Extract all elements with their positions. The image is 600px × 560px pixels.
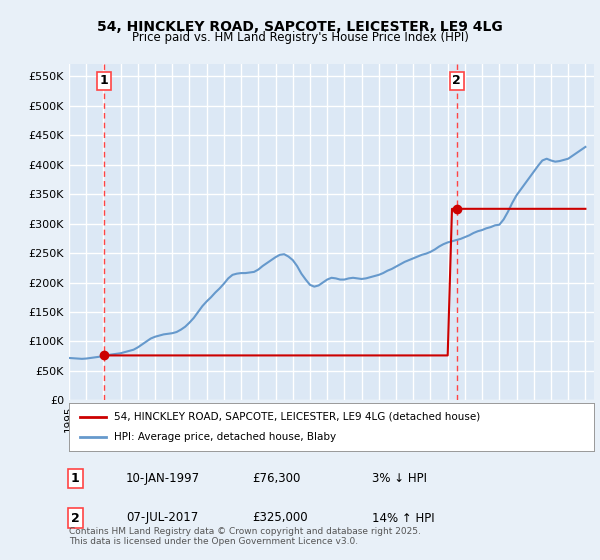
Text: 10-JAN-1997: 10-JAN-1997 bbox=[126, 472, 200, 486]
Text: 3% ↓ HPI: 3% ↓ HPI bbox=[372, 472, 427, 486]
Text: 1: 1 bbox=[100, 74, 109, 87]
Text: 2: 2 bbox=[71, 511, 79, 525]
Text: 54, HINCKLEY ROAD, SAPCOTE, LEICESTER, LE9 4LG: 54, HINCKLEY ROAD, SAPCOTE, LEICESTER, L… bbox=[97, 20, 503, 34]
Text: 2: 2 bbox=[452, 74, 461, 87]
Text: Contains HM Land Registry data © Crown copyright and database right 2025.
This d: Contains HM Land Registry data © Crown c… bbox=[69, 526, 421, 546]
Text: Price paid vs. HM Land Registry's House Price Index (HPI): Price paid vs. HM Land Registry's House … bbox=[131, 31, 469, 44]
Text: £76,300: £76,300 bbox=[252, 472, 301, 486]
Text: 1: 1 bbox=[71, 472, 79, 486]
Text: 14% ↑ HPI: 14% ↑ HPI bbox=[372, 511, 434, 525]
Text: £325,000: £325,000 bbox=[252, 511, 308, 525]
Text: 54, HINCKLEY ROAD, SAPCOTE, LEICESTER, LE9 4LG (detached house): 54, HINCKLEY ROAD, SAPCOTE, LEICESTER, L… bbox=[113, 412, 480, 422]
Text: 07-JUL-2017: 07-JUL-2017 bbox=[126, 511, 198, 525]
Text: HPI: Average price, detached house, Blaby: HPI: Average price, detached house, Blab… bbox=[113, 432, 336, 442]
